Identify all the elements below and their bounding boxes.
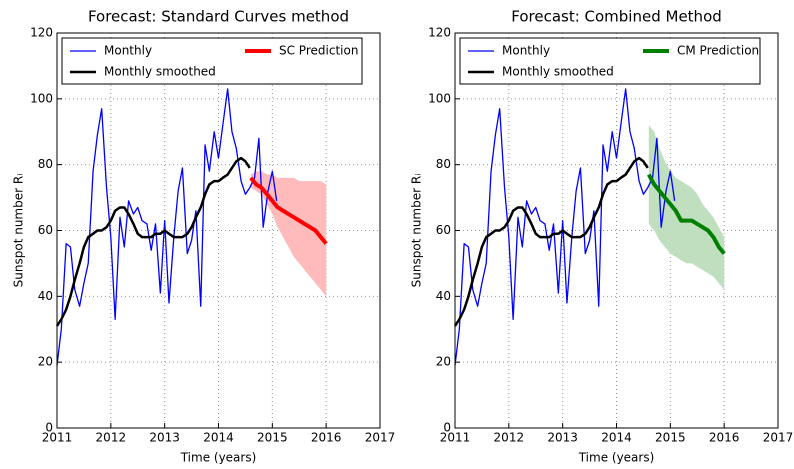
series-line	[647, 173, 726, 255]
legend: Monthly Monthly smoothed SC Prediction	[61, 37, 363, 85]
legend-label: SC Prediction	[279, 44, 358, 58]
x-tick-label: 2015	[257, 431, 288, 445]
series-line	[453, 156, 649, 327]
x-tick-label: 2013	[149, 431, 180, 445]
y-tick-label: 40	[38, 289, 53, 303]
y-tick-label: 20	[38, 355, 53, 369]
x-axis-label: Time (years)	[578, 451, 655, 465]
x-tick-label: 2014	[601, 431, 632, 445]
series-line	[454, 88, 676, 366]
chart-title: Forecast: Standard Curves method	[88, 8, 349, 26]
y-tick-label: 40	[436, 289, 451, 303]
plot-frame	[454, 32, 779, 429]
plot-frame	[56, 32, 381, 429]
legend-label: Monthly smoothed	[104, 65, 216, 79]
series-line	[55, 156, 251, 327]
legend-label: CM Prediction	[677, 44, 759, 58]
y-tick-label: 100	[428, 91, 451, 105]
y-tick-label: 80	[38, 157, 53, 171]
series-line	[56, 88, 278, 366]
legend-box	[61, 37, 363, 85]
y-tick-label: 0	[45, 421, 53, 435]
x-tick-label: 2017	[365, 431, 396, 445]
x-tick-label: 2012	[96, 431, 127, 445]
y-tick-label: 100	[30, 91, 53, 105]
y-tick-label: 120	[30, 26, 53, 40]
x-tick-label: 2011	[440, 431, 471, 445]
x-tick-label: 2014	[203, 431, 234, 445]
legend-box	[459, 37, 761, 85]
y-tick-label: 120	[428, 26, 451, 40]
x-tick-label: 2012	[494, 431, 525, 445]
x-tick-label: 2013	[547, 431, 578, 445]
legend-label: Monthly	[104, 44, 152, 58]
x-tick-label: 2017	[763, 431, 794, 445]
y-tick-label: 80	[436, 157, 451, 171]
panel: Forecast: Standard Curves method Time (ye…	[12, 8, 396, 465]
legend-label: Monthly smoothed	[502, 65, 614, 79]
y-tick-label: 0	[443, 421, 451, 435]
x-tick-label: 2016	[709, 431, 740, 445]
y-axis-label: Sunspot number Rᵢ	[410, 174, 424, 288]
prediction-band	[250, 171, 327, 297]
prediction-band	[648, 125, 725, 290]
y-tick-label: 60	[38, 223, 53, 237]
x-axis-label: Time (years)	[180, 451, 257, 465]
panel: Forecast: Combined Method Time (years) Sun…	[410, 8, 794, 465]
x-tick-label: 2011	[42, 431, 73, 445]
y-tick-label: 20	[436, 355, 451, 369]
x-tick-label: 2016	[311, 431, 342, 445]
y-tick-label: 60	[436, 223, 451, 237]
chart-title: Forecast: Combined Method	[511, 8, 722, 26]
series-line	[249, 176, 328, 245]
y-axis-label: Sunspot number Rᵢ	[12, 174, 26, 288]
legend: Monthly Monthly smoothed CM Prediction	[459, 37, 761, 85]
legend-label: Monthly	[502, 44, 550, 58]
x-tick-label: 2015	[655, 431, 686, 445]
